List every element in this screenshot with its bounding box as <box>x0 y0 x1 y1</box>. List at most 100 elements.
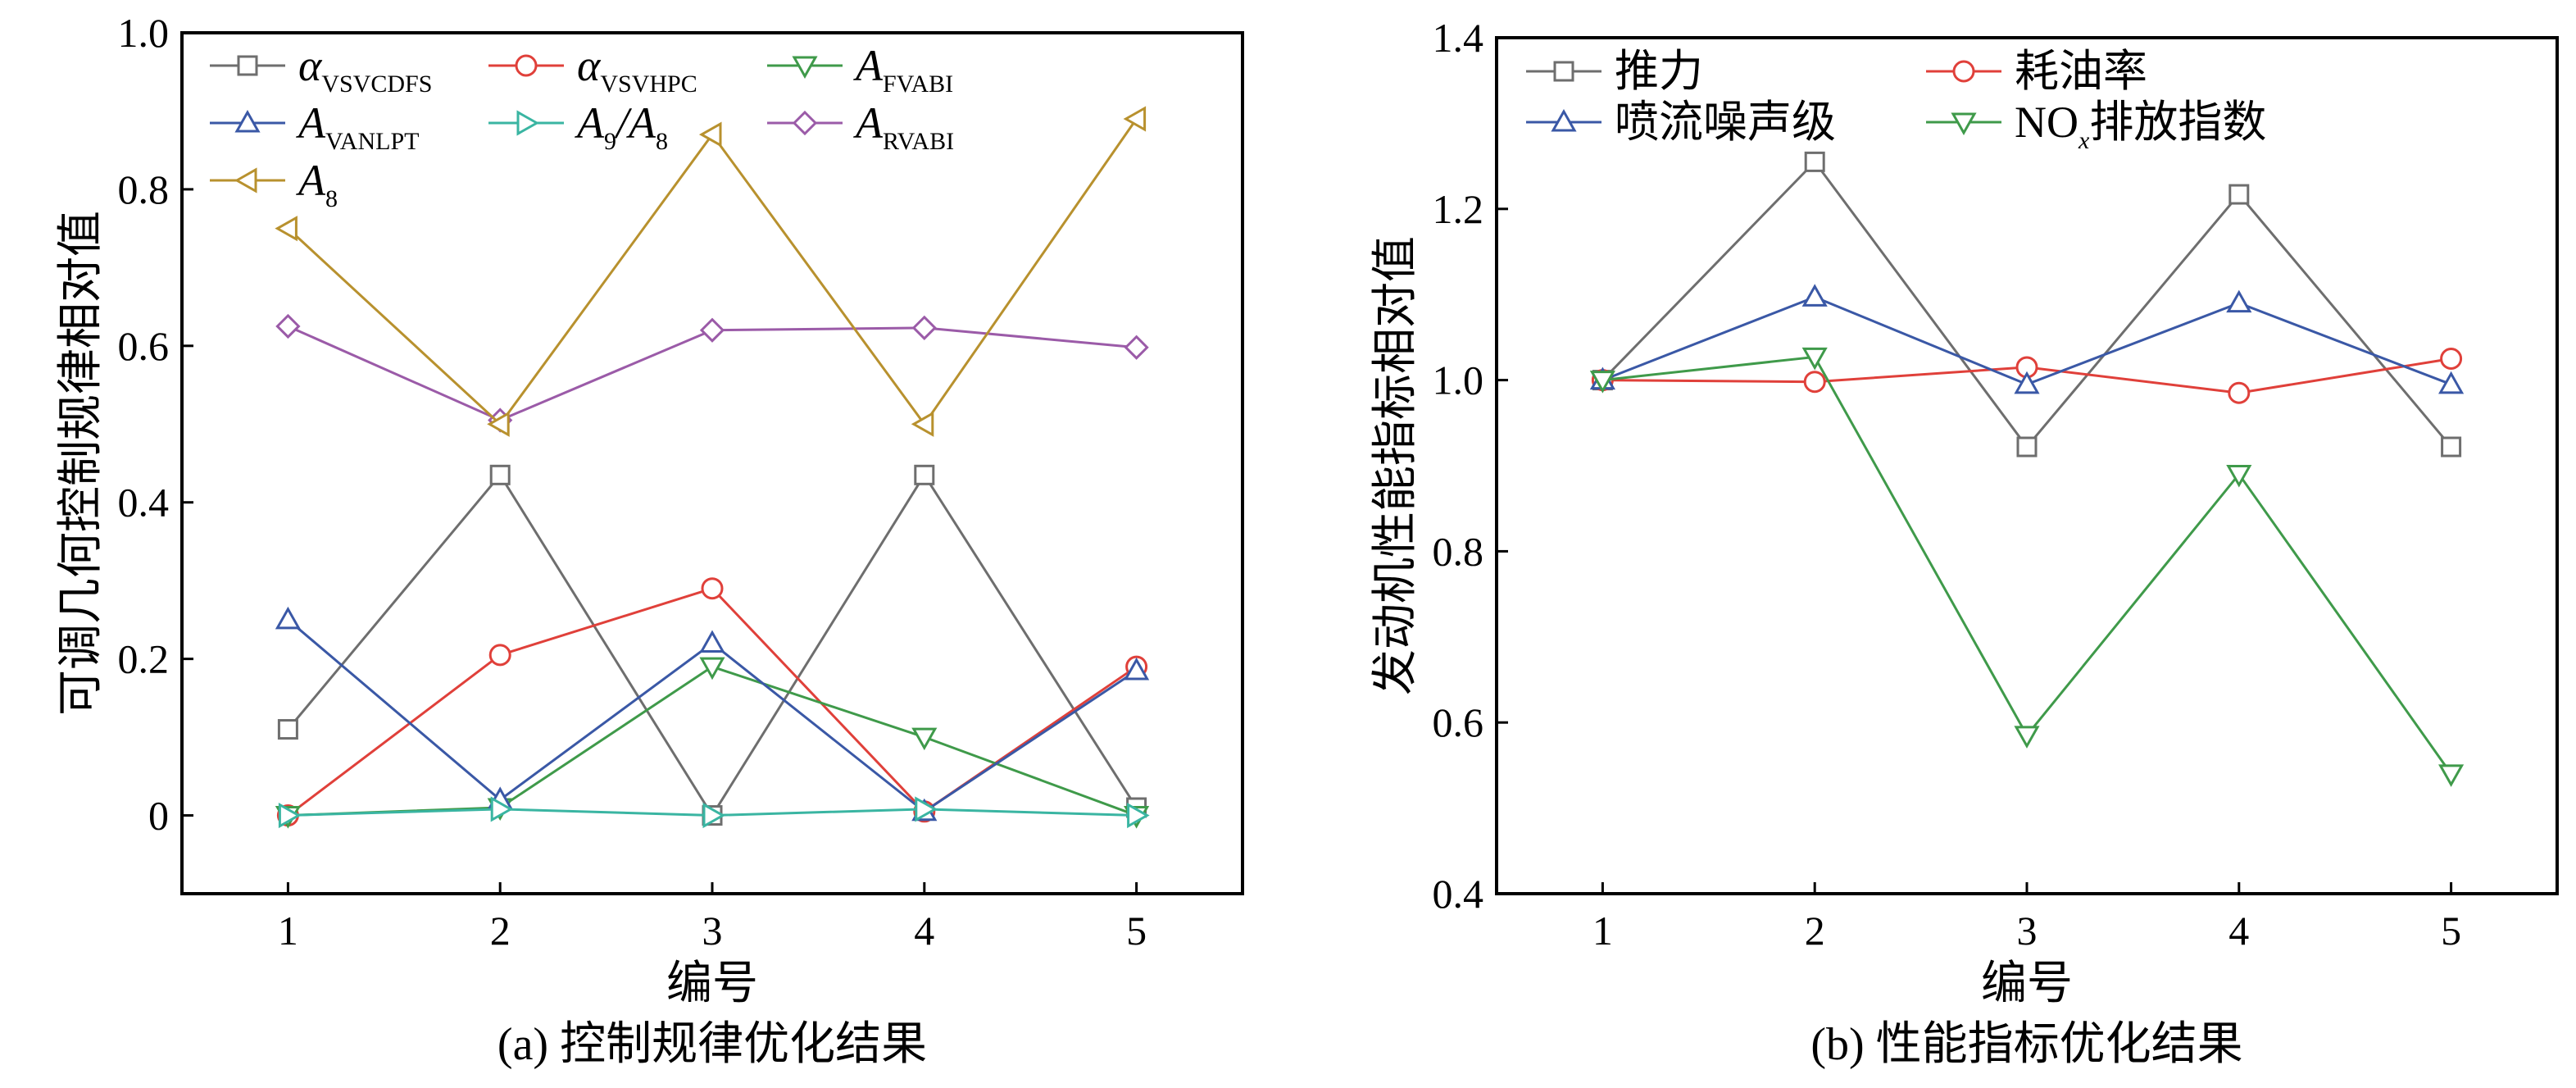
x-tick-label: 3 <box>2017 908 2038 954</box>
data-point <box>1589 371 1615 394</box>
legend-label-sub: x <box>2078 127 2090 154</box>
data-point <box>1127 802 1150 829</box>
legend-item: 喷流噪声级 <box>1526 98 1836 147</box>
data-point <box>1123 106 1147 132</box>
data-point <box>1124 335 1149 360</box>
legend-item: A8 <box>210 156 338 212</box>
data-point <box>915 796 938 822</box>
legend-label-sub: 8 <box>325 185 338 212</box>
series-line <box>287 587 1138 817</box>
data-point <box>2438 371 2465 394</box>
data-point <box>911 315 937 340</box>
data-point <box>699 657 725 681</box>
data-point <box>914 464 935 485</box>
legend-label: A8 <box>296 156 338 212</box>
legend-item: 耗油率 <box>1926 47 2147 96</box>
series-line <box>1602 355 2452 775</box>
x-tick-label: 1 <box>1592 908 1613 954</box>
plot-frame <box>180 31 1244 895</box>
plot-frame <box>1495 36 2559 895</box>
legend-label-sub: 9 <box>604 128 616 155</box>
legend-label-sub: VSVHPC <box>600 71 697 98</box>
legend-label-base: 推力 <box>1615 47 1703 96</box>
legend-marker <box>792 56 818 80</box>
y-tick-label: 1.4 <box>1433 15 1484 61</box>
data-point <box>2014 371 2040 394</box>
data-point <box>1801 347 1828 371</box>
legend-marker <box>792 110 818 136</box>
y-tick-label: 0.2 <box>118 636 170 682</box>
data-point <box>2014 726 2040 749</box>
data-point <box>1803 371 1826 394</box>
legend-marker <box>1551 108 1577 132</box>
legend-marker <box>1553 61 1574 82</box>
data-point <box>488 644 511 667</box>
figure-caption: (a) 控制规律优化结果 <box>497 1019 927 1070</box>
data-point <box>701 577 724 600</box>
x-tick-label: 3 <box>702 908 723 954</box>
legend-marker <box>515 54 538 77</box>
legend-marker <box>234 167 257 193</box>
series-A_VANLPT <box>275 606 1150 822</box>
data-point <box>2440 348 2463 370</box>
data-point <box>278 802 302 829</box>
y-tick-label: 0.4 <box>1433 871 1484 917</box>
legend-item: A9/A8 <box>488 98 668 155</box>
legend-label-base: A <box>853 41 884 90</box>
data-point <box>702 802 726 829</box>
legend-item: αVSVCDFS <box>210 41 432 98</box>
series-line <box>1601 160 2452 449</box>
legend-label-base: A <box>296 98 326 148</box>
y-tick-label: 0.6 <box>1433 699 1484 745</box>
x-tick-label: 5 <box>2441 908 2461 954</box>
legend-label: 喷流噪声级 <box>1615 98 1836 147</box>
data-point <box>699 317 725 343</box>
data-point <box>490 796 514 822</box>
y-tick-label: 0.8 <box>118 166 170 212</box>
x-tick-label: 1 <box>278 908 298 954</box>
data-point <box>1124 657 1150 681</box>
x-tick-label: 5 <box>1126 908 1147 954</box>
data-point <box>911 411 934 437</box>
series-A_8 <box>275 106 1147 437</box>
legend-item: NOx排放指数 <box>1926 98 2266 154</box>
data-point <box>277 719 298 740</box>
legend-item: AFVABI <box>767 41 953 98</box>
series-推力 <box>1592 151 2462 458</box>
series-A_9/A_8 <box>278 796 1150 829</box>
legend-label-sub: VSVCDFS <box>321 71 432 98</box>
data-point <box>2226 289 2252 313</box>
legend-label-base: 耗油率 <box>2015 47 2147 96</box>
x-tick-label: 2 <box>490 908 511 954</box>
legend-marker <box>234 109 261 133</box>
legend-label: AVANLPT <box>296 98 419 155</box>
series-α_VSVHPC <box>276 577 1148 827</box>
y-axis-title: 发动机性能指标相对值 <box>1370 236 1421 695</box>
legend-label-base: A <box>853 98 884 148</box>
data-point <box>2016 436 2038 458</box>
legend-marker <box>1952 60 1975 83</box>
series-A_FVABI <box>275 657 1150 829</box>
legend-label-sub: FVABI <box>883 71 953 98</box>
y-axis-title: 可调几何控制规律相对值 <box>56 211 107 716</box>
data-point <box>275 216 298 242</box>
legend-label: 耗油率 <box>2015 47 2147 96</box>
legend-marker <box>237 55 258 76</box>
y-tick-label: 1.2 <box>1433 186 1484 232</box>
legend-label: ARVABI <box>853 98 954 155</box>
data-point <box>489 464 511 485</box>
x-axis-title: 编号 <box>1981 958 2073 1009</box>
y-tick-label: 0.4 <box>118 480 170 526</box>
legend-item: ARVABI <box>767 98 954 155</box>
legend-label-sub2: 8 <box>656 128 668 155</box>
x-tick-label: 4 <box>2228 908 2249 954</box>
legend-label-tail: 排放指数 <box>2089 98 2266 147</box>
data-point <box>2228 184 2250 205</box>
legend-item: 推力 <box>1526 47 1703 96</box>
data-point <box>2441 436 2462 458</box>
series-喷流噪声级 <box>1589 284 2465 394</box>
x-tick-label: 2 <box>1805 908 1825 954</box>
